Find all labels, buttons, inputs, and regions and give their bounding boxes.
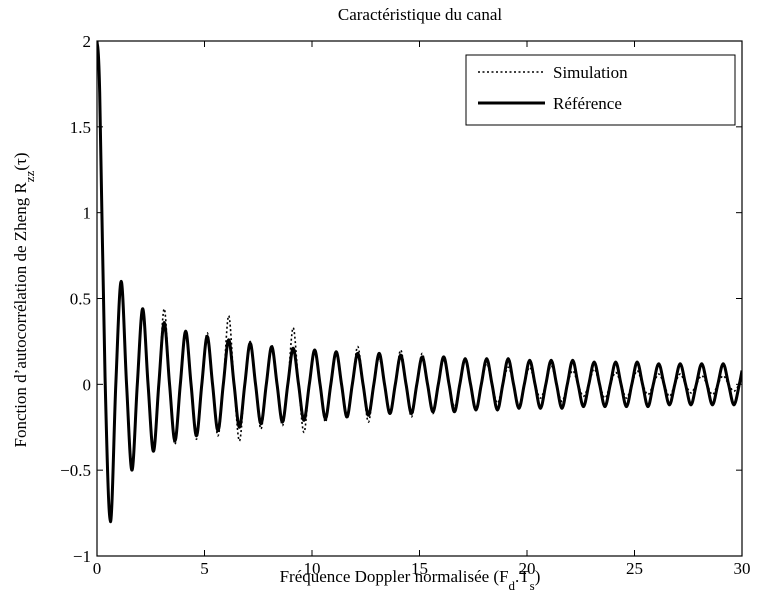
x-tick-label: 20 bbox=[519, 559, 536, 578]
y-axis-label: Fonction d’autocorrélation de Zheng Rzz(… bbox=[11, 152, 37, 447]
x-tick-label: 0 bbox=[93, 559, 102, 578]
y-tick-label: −1 bbox=[73, 547, 91, 566]
legend-label: Simulation bbox=[553, 63, 628, 82]
series-line bbox=[97, 41, 742, 524]
x-tick-label: 30 bbox=[734, 559, 751, 578]
x-tick-label: 10 bbox=[304, 559, 321, 578]
y-label-part: Fonction d’autocorrélation de Zheng R bbox=[11, 182, 30, 448]
y-label-part: (τ) bbox=[11, 152, 30, 170]
x-label-sub: s bbox=[530, 578, 535, 591]
y-tick-label: −0.5 bbox=[60, 461, 91, 480]
x-label-sub: d bbox=[509, 578, 516, 591]
legend-box bbox=[465, 54, 736, 126]
y-tick-label: 0.5 bbox=[70, 290, 91, 309]
chart-title: Caractéristique du canal bbox=[338, 5, 503, 24]
plot-lines bbox=[97, 41, 742, 524]
x-label-part: ) bbox=[535, 567, 541, 586]
x-label-part: Fréquence Doppler normalisée (F bbox=[280, 567, 509, 586]
x-axis-label: Fréquence Doppler normalisée (Fd.Ts) bbox=[280, 567, 541, 591]
x-tick-label: 15 bbox=[411, 559, 428, 578]
y-label-sub: zz bbox=[22, 170, 37, 182]
legend-label: Référence bbox=[553, 94, 622, 113]
x-tick-label: 25 bbox=[626, 559, 643, 578]
y-tick-label: 0 bbox=[83, 375, 92, 394]
y-tick-label: 2 bbox=[83, 32, 92, 51]
y-tick-label: 1 bbox=[83, 204, 92, 223]
x-tick-label: 5 bbox=[200, 559, 209, 578]
x-label-part: .T bbox=[515, 567, 530, 586]
y-tick-label: 1.5 bbox=[70, 118, 91, 137]
